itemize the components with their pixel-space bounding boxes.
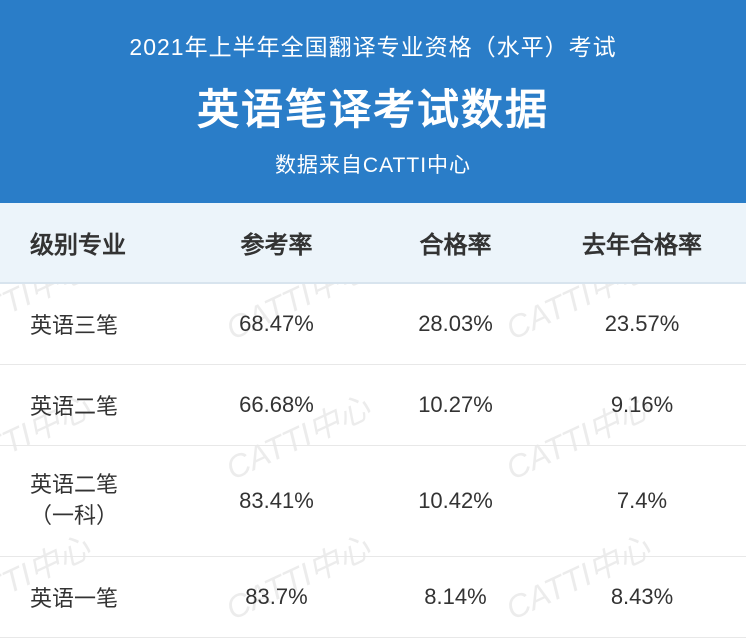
col-header-pass: 合格率 — [373, 203, 552, 283]
table-cell: 10.27% — [373, 365, 552, 446]
table-container: CATTI中心CATTI中心CATTI中心CATTI中心CATTI中心CATTI… — [0, 203, 746, 638]
table-cell: 66.68% — [194, 365, 373, 446]
table-cell: 英语三笔 — [0, 283, 194, 365]
header-banner: 2021年上半年全国翻译专业资格（水平）考试 英语笔译考试数据 数据来自CATT… — [0, 0, 746, 203]
table-header-row: 级别专业 参考率 合格率 去年合格率 — [0, 203, 746, 283]
col-header-level: 级别专业 — [0, 203, 194, 283]
table-cell: 8.14% — [373, 556, 552, 637]
table-cell: 英语二笔（一科） — [0, 446, 194, 557]
table-row: 英语一笔83.7%8.14%8.43% — [0, 556, 746, 637]
col-header-attendance: 参考率 — [194, 203, 373, 283]
table-cell: 28.03% — [373, 283, 552, 365]
table-cell: 英语二笔 — [0, 365, 194, 446]
table-cell: 英语一笔 — [0, 556, 194, 637]
header-title: 英语笔译考试数据 — [20, 76, 726, 137]
table-row: 英语三笔68.47%28.03%23.57% — [0, 283, 746, 365]
table-body: 英语三笔68.47%28.03%23.57%英语二笔66.68%10.27%9.… — [0, 283, 746, 637]
table-cell: 23.57% — [552, 283, 746, 365]
data-table: 级别专业 参考率 合格率 去年合格率 英语三笔68.47%28.03%23.57… — [0, 203, 746, 638]
table-cell: 8.43% — [552, 556, 746, 637]
table-cell: 68.47% — [194, 283, 373, 365]
header-source: 数据来自CATTI中心 — [20, 149, 726, 179]
table-cell: 83.7% — [194, 556, 373, 637]
table-row: 英语二笔66.68%10.27%9.16% — [0, 365, 746, 446]
table-cell: 9.16% — [552, 365, 746, 446]
table-cell: 83.41% — [194, 446, 373, 557]
header-subtitle: 2021年上半年全国翻译专业资格（水平）考试 — [20, 28, 726, 62]
table-cell: 10.42% — [373, 446, 552, 557]
table-cell: 7.4% — [552, 446, 746, 557]
col-header-prev: 去年合格率 — [552, 203, 746, 283]
table-row: 英语二笔（一科）83.41%10.42%7.4% — [0, 446, 746, 557]
